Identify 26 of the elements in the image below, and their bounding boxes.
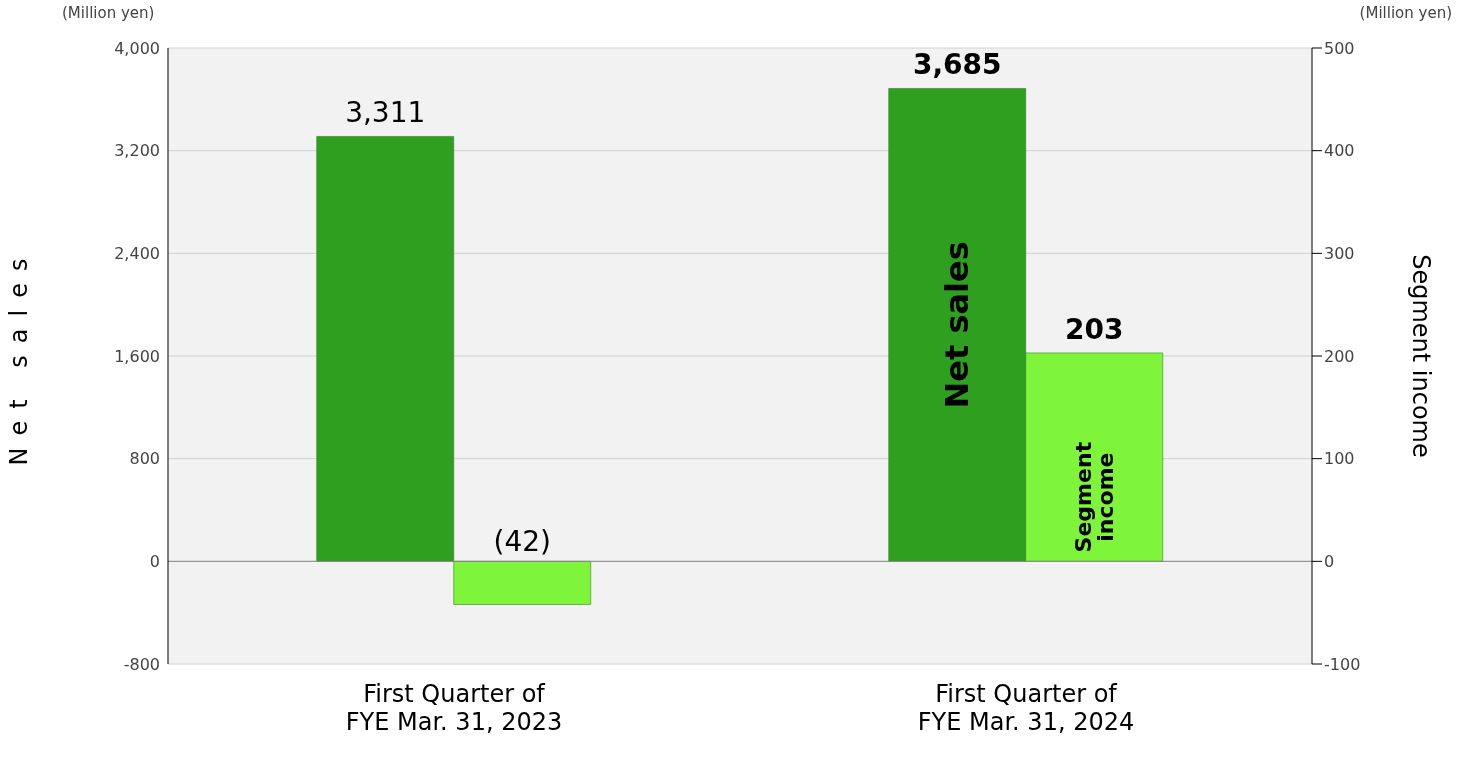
y-axis-title: Net sales — [4, 246, 33, 466]
data-label: (42) — [493, 525, 551, 559]
y2-tick-label: 100 — [1324, 449, 1355, 469]
y-tick-label: 800 — [129, 449, 160, 469]
y2-tick-label: -100 — [1324, 654, 1361, 674]
x-tick-label: First Quarter of FYE Mar. 31, 2023 — [345, 680, 563, 736]
y-tick-label: -800 — [123, 654, 160, 674]
y2-tick-label: 0 — [1324, 552, 1335, 572]
y-tick-label: 0 — [149, 552, 160, 572]
y2-tick-label: 500 — [1324, 38, 1355, 58]
data-label: 3,685 — [912, 48, 1002, 82]
text: (Million yen) — [1359, 4, 1452, 22]
y2-tick-label: 200 — [1324, 346, 1355, 366]
y-tick-label: 2,400 — [114, 244, 160, 264]
data-label: 203 — [1064, 312, 1124, 346]
y2-axis-title: Segment income — [1407, 254, 1436, 458]
y-tick-label: 1,600 — [114, 346, 160, 366]
series-label: Net sales — [938, 241, 977, 409]
series-label: Segment income — [1070, 441, 1118, 553]
y-tick-label: 4,000 — [114, 38, 160, 58]
data-label: 3,311 — [345, 96, 426, 130]
y2-tick-label: 300 — [1324, 244, 1355, 264]
text: (Million yen) — [62, 4, 155, 22]
y2-tick-label: 400 — [1324, 141, 1355, 161]
x-tick-label: First Quarter of FYE Mar. 31, 2024 — [917, 680, 1135, 736]
y-tick-label: 3,200 — [114, 141, 160, 161]
